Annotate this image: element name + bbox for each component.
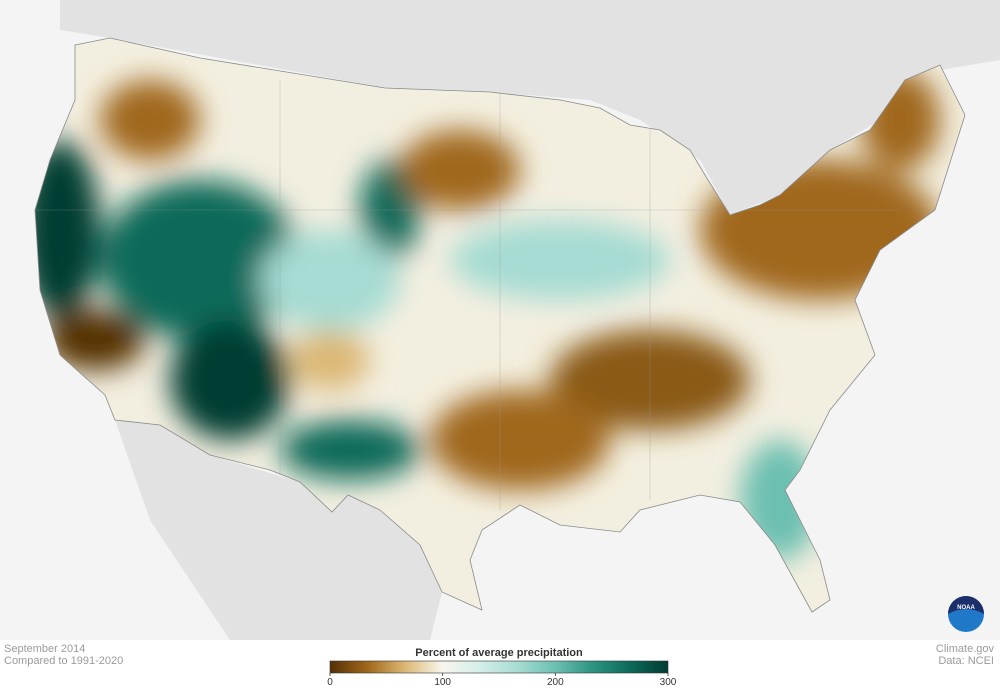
legend: 0 100 200 300	[327, 660, 677, 688]
colorbar	[329, 660, 669, 674]
noaa-logo: NOAA	[948, 596, 984, 632]
tick-label: 200	[547, 677, 564, 688]
tick-label: 300	[660, 677, 677, 688]
site-credit: Climate.gov	[936, 643, 995, 655]
canada	[60, 0, 1000, 215]
baseline: Compared to 1991-2020	[4, 655, 123, 667]
state-borders	[35, 80, 900, 510]
logo-top	[948, 596, 984, 614]
logo-text: NOAA	[957, 605, 975, 611]
legend-title: Percent of average precipitation	[415, 647, 583, 659]
data-credit: Data: NCEI	[938, 655, 994, 667]
period: September 2014	[4, 643, 85, 655]
tick-label: 0	[327, 677, 333, 688]
tick-label: 100	[434, 677, 451, 688]
mexico	[115, 420, 442, 640]
